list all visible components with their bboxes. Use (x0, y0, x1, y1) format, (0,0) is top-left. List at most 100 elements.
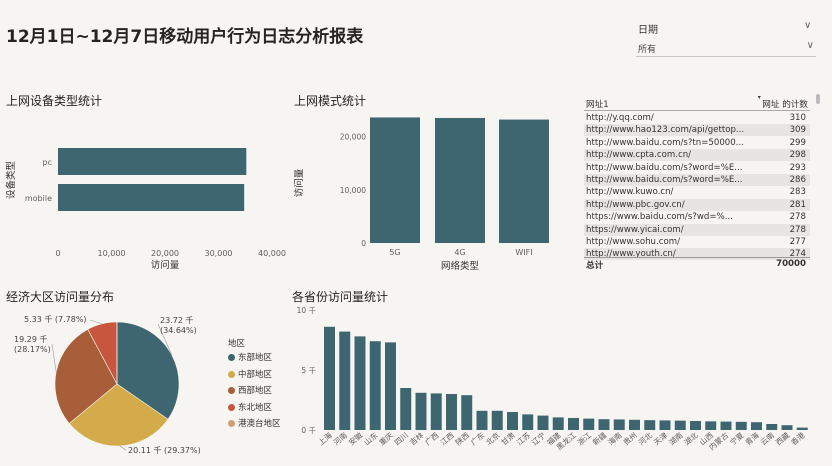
url-cell: https://www.baidu.com/s?wd=%... (586, 212, 733, 223)
table-row[interactable]: https://www.yicai.com/278 (584, 223, 810, 236)
bar-山东[interactable] (369, 341, 381, 430)
table-header: 网址1 ▼ 网址 的计数 (584, 96, 810, 111)
count-cell: 274 (789, 249, 806, 260)
bar-四川[interactable] (400, 388, 412, 430)
bar-海南[interactable] (613, 419, 625, 430)
y-tick-label: 5 千 (301, 365, 316, 375)
bar-甘肃[interactable] (507, 412, 518, 430)
bar-浙江[interactable] (583, 418, 595, 430)
y-tick-label: 10,000 (340, 186, 366, 195)
table-row[interactable]: https://www.baidu.com/s?wd=%... 278 (584, 211, 810, 223)
x-tick-label: 云南 (758, 430, 776, 448)
bar-北京[interactable] (491, 410, 503, 430)
table-row[interactable]: http://www.sohu.com/277 (584, 236, 810, 248)
slicer-collapse-chevron-icon[interactable]: ∨ (804, 20, 812, 31)
region-chart-title: 经济大区访问量分布 (6, 290, 115, 304)
bar-新疆[interactable] (598, 419, 610, 430)
bar-5G[interactable] (370, 117, 420, 243)
bar-河南[interactable] (339, 331, 351, 430)
device-type-bar-chart[interactable]: 0 10,000 20,000 30,000 40,000 pc mobile 访问量 设备类型 (0, 108, 290, 278)
table-scrollbar[interactable] (816, 94, 820, 104)
legend-item[interactable]: 东部地区 (228, 351, 272, 363)
table-row[interactable]: http://www.hao123.com/api/gettop... 309 (584, 124, 810, 137)
pie-slice-中部地区[interactable] (68, 383, 169, 447)
legend-item[interactable]: 东北地区 (228, 401, 272, 413)
bar-pc[interactable] (58, 148, 247, 175)
bar-广东[interactable] (476, 410, 488, 430)
bar-上海[interactable] (324, 326, 335, 430)
count-column-header[interactable]: 网址 的计数 (762, 100, 808, 110)
x-tick-label: 西藏 (773, 430, 791, 448)
url-column-header[interactable]: 网址1 (586, 100, 609, 110)
x-axis-label: 网络类型 (441, 260, 480, 272)
count-cell: 281 (789, 199, 806, 210)
bar-江苏[interactable] (522, 414, 534, 430)
x-tick-label: 广西 (423, 430, 441, 448)
bar-黑龙江[interactable] (568, 418, 579, 430)
bar-山西[interactable] (705, 421, 717, 430)
bar-辽宁[interactable] (537, 415, 549, 430)
bar-河北[interactable] (644, 420, 656, 430)
bar-内蒙古[interactable] (720, 421, 732, 430)
bar-mobile[interactable] (58, 184, 245, 211)
bar-安徽[interactable] (354, 336, 366, 430)
bar-湖南[interactable] (674, 420, 686, 430)
url-cell: http://www.youth.cn/ (586, 249, 676, 260)
bar-湖北[interactable] (690, 421, 701, 430)
bar-贵州[interactable] (629, 419, 640, 430)
url-count-table[interactable]: 网址1 ▼ 网址 的计数 http://y.qq.com/310 http://w… (584, 96, 810, 270)
bar-江西[interactable] (446, 394, 457, 430)
x-tick-label: 河南 (331, 430, 349, 448)
bar-天津[interactable] (659, 420, 671, 430)
url-cell: http://www.hao123.com/api/gettop... (586, 125, 745, 136)
legend-dot-icon (228, 370, 235, 378)
x-tick-label: 浙江 (575, 430, 593, 448)
url-cell: http://www.sohu.com/ (586, 237, 680, 247)
bar-云南[interactable] (766, 424, 778, 430)
bar-广西[interactable] (430, 393, 442, 430)
page-title: 12月1日~12月7日移动用户行为日志分析报表 (6, 27, 364, 47)
url-cell: https://www.yicai.com/ (586, 224, 684, 235)
x-tick-label: 香港 (789, 430, 807, 448)
table-row[interactable]: http://www.kuwo.cn/283 (584, 186, 810, 198)
legend-item[interactable]: 港澳台地区 (228, 417, 281, 429)
pie-slice-西部地区[interactable] (54, 328, 118, 424)
x-tick-label: 20,000 (151, 249, 179, 258)
x-tick-label: 四川 (393, 431, 410, 448)
province-bar-chart[interactable]: 0 千 5 千 10 千上海河南安徽山东重庆四川吉林广西江西陕西广东北京甘肃江苏辽宁… (290, 302, 826, 464)
table-row[interactable]: http://www.baidu.com/s?word=%E... 293 (584, 162, 810, 174)
table-row[interactable]: http://www.pbc.gov.cn/281 (584, 198, 810, 211)
bar-香港[interactable] (796, 427, 808, 430)
pie-leader-line (157, 323, 173, 356)
pie-data-label: 20.11 千 (29.37%) (128, 445, 201, 455)
pie-slice-东部地区[interactable] (116, 321, 180, 420)
pie-leader-line (89, 319, 102, 325)
table-row[interactable]: http://www.cpta.com.cn/298 (584, 149, 810, 162)
y-tick-label: 0 (361, 239, 366, 248)
network-type-bar-chart[interactable]: 0 10,000 20,000 5G 4G WIFI 网络类型 访问量 (290, 108, 560, 276)
pie-data-label: 23.72 千 (160, 315, 193, 325)
date-slicer-dropdown[interactable]: 所有 ∨ (636, 40, 816, 57)
date-slicer-title: 日期 (638, 25, 658, 36)
url-cell: http://www.pbc.gov.cn/ (586, 199, 685, 210)
url-cell: http://www.cpta.com.cn/ (586, 150, 692, 161)
y-tick-label: 20,000 (340, 133, 366, 142)
y-tick-label: pc (43, 158, 52, 167)
bar-WIFI[interactable] (499, 119, 549, 243)
bar-宁夏[interactable] (735, 421, 747, 430)
table-row[interactable]: http://www.baidu.com/s?word=%E... 286 (584, 174, 810, 186)
bar-西藏[interactable] (781, 425, 793, 430)
table-row[interactable]: http://www.baidu.com/s?tn=50000... 299 (584, 137, 810, 149)
bar-福建[interactable] (552, 417, 564, 430)
region-pie-chart[interactable]: 23.72 千(34.64%) 20.11 千 (29.37%) 19.29 千(2… (0, 304, 222, 464)
bar-4G[interactable] (435, 117, 485, 243)
bar-青海[interactable] (751, 422, 762, 430)
x-tick-label: 湖南 (667, 430, 685, 448)
legend-item[interactable]: 中部地区 (228, 368, 272, 380)
pie-leader-line (51, 343, 57, 373)
table-row[interactable]: http://y.qq.com/310 (584, 112, 810, 124)
bar-重庆[interactable] (385, 342, 396, 430)
bar-吉林[interactable] (415, 392, 427, 430)
legend-item[interactable]: 西部地区 (228, 384, 272, 396)
bar-陕西[interactable] (461, 395, 473, 430)
